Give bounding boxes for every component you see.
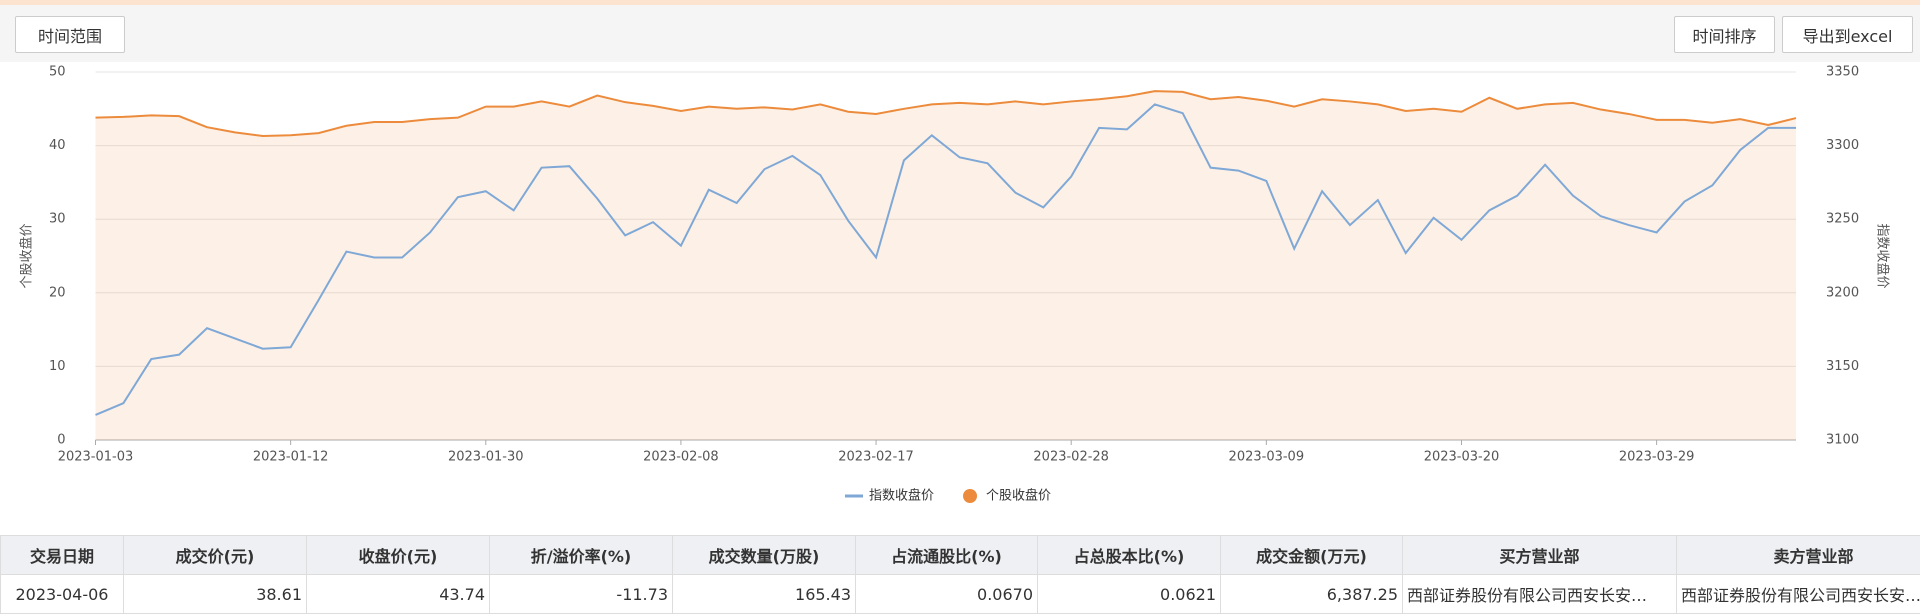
table-header: 成交价(元) bbox=[124, 536, 307, 575]
y-tick-label: 30 bbox=[49, 212, 66, 227]
y2-tick-label: 3250 bbox=[1826, 212, 1859, 227]
table-cell: 0.0621 bbox=[1038, 575, 1221, 614]
x-tick-label: 2023-01-03 bbox=[58, 450, 134, 465]
y-tick-label: 0 bbox=[57, 433, 65, 448]
table-cell: -11.73 bbox=[490, 575, 673, 614]
y2-axis-label: 指数收盘价 bbox=[1875, 223, 1891, 288]
y-axis-label: 个股收盘价 bbox=[19, 223, 35, 288]
area bbox=[96, 91, 1797, 440]
table-cell: 0.0670 bbox=[856, 575, 1038, 614]
legend-label: 个股收盘价 bbox=[986, 488, 1051, 504]
y-tick-label: 40 bbox=[49, 138, 66, 153]
table-cell: 西部证券股份有限公司西安长安… bbox=[1403, 575, 1677, 614]
y-tick-label: 50 bbox=[49, 65, 66, 80]
legend-label: 指数收盘价 bbox=[869, 488, 934, 504]
x-tick-label: 2023-02-28 bbox=[1033, 450, 1109, 465]
table-cell: 2023-04-06 bbox=[1, 575, 124, 614]
table-header: 折/溢价率(%) bbox=[490, 536, 673, 575]
x-tick-label: 2023-03-20 bbox=[1424, 450, 1500, 465]
table-header: 买方营业部 bbox=[1403, 536, 1677, 575]
y2-tick-label: 3150 bbox=[1826, 359, 1859, 374]
y2-tick-label: 3350 bbox=[1826, 65, 1859, 80]
table-cell: 西部证券股份有限公司西安长安… bbox=[1677, 575, 1920, 614]
x-tick-label: 2023-03-09 bbox=[1229, 450, 1305, 465]
table-header: 卖方营业部 bbox=[1677, 536, 1920, 575]
y2-tick-label: 3100 bbox=[1826, 433, 1859, 448]
x-tick-label: 2023-02-17 bbox=[838, 450, 914, 465]
x-tick-label: 2023-02-08 bbox=[643, 450, 719, 465]
chart: 0 10 20 30 40 50 3100 3150 3200 3250 3300 3350 个股收盘价… bbox=[0, 0, 1920, 530]
table-header: 成交金额(万元) bbox=[1221, 536, 1403, 575]
table-cell: 38.61 bbox=[124, 575, 307, 614]
x-tick-label: 2023-01-12 bbox=[253, 450, 329, 465]
table-header: 成交数量(万股) bbox=[673, 536, 856, 575]
table-header: 收盘价(元) bbox=[307, 536, 490, 575]
y2-tick-label: 3300 bbox=[1826, 138, 1859, 153]
table-cell: 165.43 bbox=[673, 575, 856, 614]
table-cell: 43.74 bbox=[307, 575, 490, 614]
table-header: 占流通股比(%) bbox=[856, 536, 1038, 575]
table-header: 占总股本比(%) bbox=[1038, 536, 1221, 575]
x-tick-label: 2023-01-30 bbox=[448, 450, 524, 465]
data-table: 交易日期成交价(元)收盘价(元)折/溢价率(%)成交数量(万股)占流通股比(%)… bbox=[0, 535, 1920, 614]
table-header: 交易日期 bbox=[1, 536, 124, 575]
x-tick-label: 2023-03-29 bbox=[1619, 450, 1695, 465]
y-tick-label: 10 bbox=[49, 359, 66, 374]
y-tick-label: 20 bbox=[49, 285, 66, 300]
table-cell: 6,387.25 bbox=[1221, 575, 1403, 614]
y2-tick-label: 3200 bbox=[1826, 285, 1859, 300]
legend-icon bbox=[963, 489, 977, 503]
